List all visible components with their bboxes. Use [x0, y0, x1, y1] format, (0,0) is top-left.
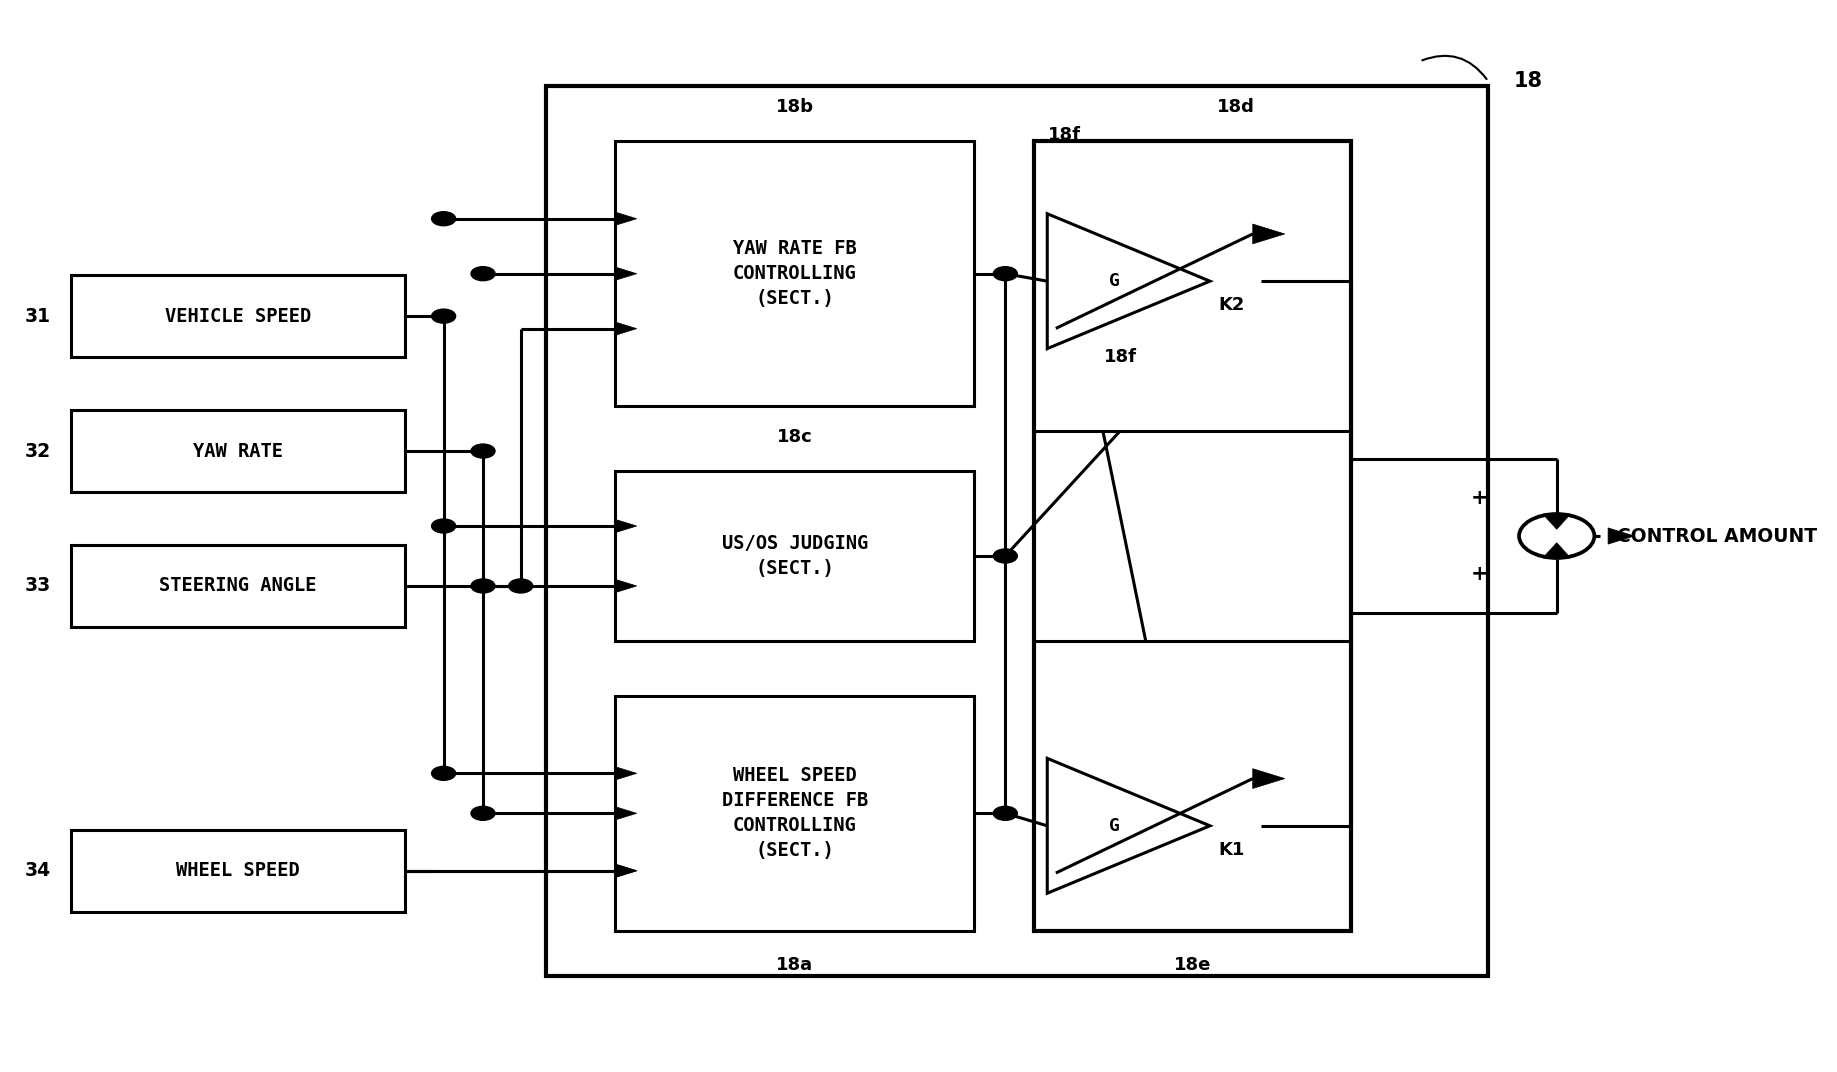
Text: YAW RATE: YAW RATE [193, 442, 283, 461]
Circle shape [994, 806, 1018, 820]
Text: WHEEL SPEED
DIFFERENCE FB
CONTROLLING
(SECT.): WHEEL SPEED DIFFERENCE FB CONTROLLING (S… [722, 766, 867, 861]
Text: YAW RATE FB
CONTROLLING
(SECT.): YAW RATE FB CONTROLLING (SECT.) [733, 239, 856, 308]
Polygon shape [1543, 513, 1571, 530]
Bar [546, 87, 1488, 976]
Polygon shape [615, 322, 637, 336]
Polygon shape [1543, 542, 1571, 559]
Bar [72, 830, 406, 912]
Polygon shape [615, 519, 637, 533]
Text: US/OS JUDGING
(SECT.): US/OS JUDGING (SECT.) [722, 534, 867, 578]
Text: G: G [1110, 272, 1121, 291]
Circle shape [470, 267, 494, 281]
Circle shape [432, 309, 456, 323]
Circle shape [470, 806, 494, 820]
Bar [72, 411, 406, 492]
Polygon shape [615, 864, 637, 878]
Text: K2: K2 [1218, 296, 1245, 314]
Polygon shape [615, 864, 637, 878]
Text: 18: 18 [1514, 72, 1543, 91]
Text: CONTROL AMOUNT: CONTROL AMOUNT [1617, 526, 1817, 546]
Bar [72, 545, 406, 627]
Text: +: + [1471, 564, 1488, 584]
Text: VEHICLE SPEED: VEHICLE SPEED [165, 307, 310, 326]
Text: 18a: 18a [775, 956, 814, 973]
Text: 18f: 18f [1104, 348, 1137, 367]
Text: 18c: 18c [777, 428, 812, 446]
Text: WHEEL SPEED: WHEEL SPEED [176, 861, 299, 880]
Text: 31: 31 [24, 307, 51, 326]
Circle shape [432, 519, 456, 533]
Bar [1034, 142, 1352, 930]
Polygon shape [615, 766, 637, 780]
Circle shape [432, 212, 456, 226]
Polygon shape [615, 212, 637, 225]
Bar [615, 471, 974, 641]
Text: G: G [1110, 817, 1121, 835]
Text: +: + [1471, 488, 1488, 508]
Bar [615, 142, 974, 406]
Polygon shape [615, 267, 637, 281]
Polygon shape [1253, 224, 1284, 243]
Circle shape [509, 579, 533, 593]
Circle shape [432, 766, 456, 780]
Text: 32: 32 [24, 442, 51, 461]
Circle shape [470, 444, 494, 458]
Bar [615, 696, 974, 930]
Circle shape [470, 579, 494, 593]
Polygon shape [615, 579, 637, 593]
Text: K1: K1 [1218, 840, 1245, 859]
Text: STEERING ANGLE: STEERING ANGLE [160, 577, 316, 595]
Polygon shape [615, 806, 637, 820]
Text: 18f: 18f [1047, 125, 1080, 144]
Text: 18d: 18d [1216, 99, 1255, 116]
Polygon shape [1607, 527, 1635, 545]
Bar [72, 276, 406, 357]
Text: 18e: 18e [1174, 956, 1212, 973]
Text: 34: 34 [24, 861, 51, 880]
Text: 33: 33 [24, 577, 51, 595]
Text: 18b: 18b [775, 99, 814, 116]
Polygon shape [1253, 769, 1284, 789]
Circle shape [994, 267, 1018, 281]
Circle shape [994, 549, 1018, 563]
